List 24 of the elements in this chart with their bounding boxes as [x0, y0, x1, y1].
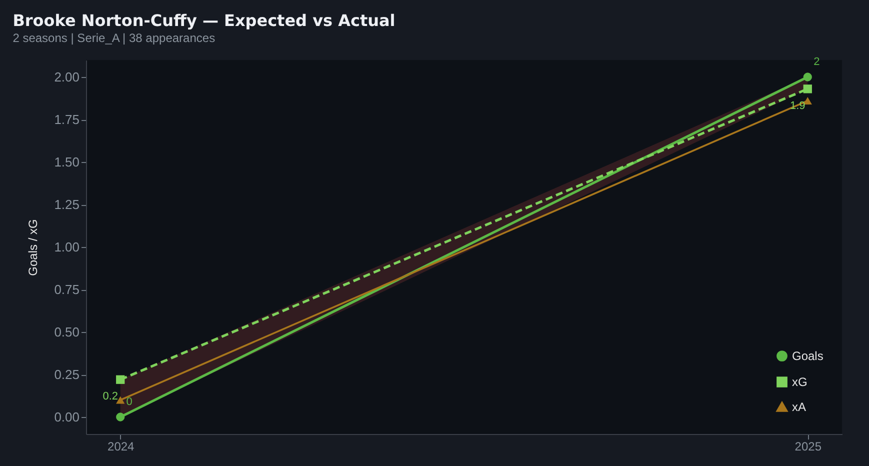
data-label: 0.2 [102, 390, 118, 403]
legend-label: xG [792, 375, 808, 389]
y-tick-label: 0.00 [54, 410, 80, 424]
legend-label: xA [792, 400, 806, 414]
y-tick-label: 0.25 [54, 367, 80, 382]
chart-subtitle: 2 seasons | Serie_A | 38 appearances [12, 31, 216, 45]
y-axis-title: Goals / xG [26, 219, 40, 276]
legend-label: Goals [792, 349, 824, 363]
point [116, 375, 125, 384]
x-tick-label: 2024 [108, 440, 135, 454]
point [803, 84, 812, 94]
y-tick-label: 1.50 [54, 154, 80, 170]
y-tick-label: 2.00 [54, 70, 80, 84]
y-tick-label: 1.00 [54, 240, 80, 254]
y-tick-label: 0.50 [54, 324, 80, 340]
point [116, 412, 125, 422]
y-tick-label: 1.75 [54, 112, 80, 127]
chart-title: Brooke Norton-Cuffy — Expected vs Actual [12, 11, 396, 30]
data-label: 2 [814, 56, 820, 68]
data-label: 0 [126, 396, 132, 408]
y-tick-label: 1.25 [54, 197, 80, 212]
y-tick-label: 0.75 [54, 282, 80, 297]
point [803, 72, 812, 82]
x-tick-label: 2025 [794, 440, 822, 454]
